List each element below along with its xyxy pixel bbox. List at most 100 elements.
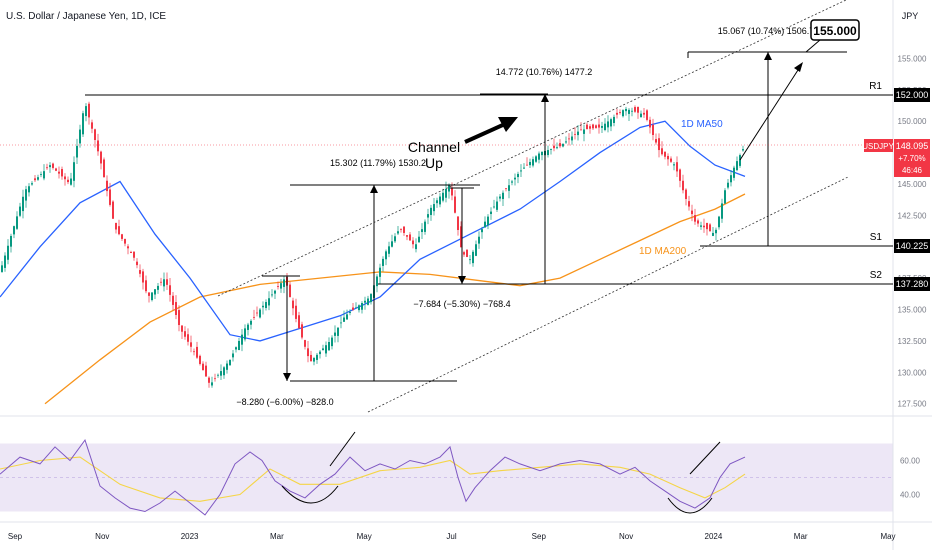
candle-body xyxy=(151,292,153,301)
drop-label-2: −7.684 (−5.30%) −768.4 xyxy=(413,299,510,309)
rsi-arrow-2 xyxy=(689,441,721,475)
range-label-1: 15.302 (11.79%) 1530.2 xyxy=(330,158,426,168)
candle-body xyxy=(241,334,243,345)
candle-body xyxy=(709,224,711,232)
candle-body xyxy=(742,149,744,151)
candle-body xyxy=(301,324,303,338)
x-tick-label: May xyxy=(880,532,895,541)
candle-body xyxy=(238,340,240,350)
candle-body xyxy=(106,180,108,192)
candle-body xyxy=(730,175,732,183)
candle-body xyxy=(403,226,405,233)
candle-body xyxy=(388,246,390,254)
candle-body xyxy=(637,107,639,113)
range-arrow-up-2 xyxy=(541,94,549,102)
candle-body xyxy=(610,119,612,127)
y-tick-label: 132.500 xyxy=(898,337,927,346)
candle-body xyxy=(625,108,627,112)
candle-body xyxy=(643,112,645,115)
candle-body xyxy=(619,112,621,113)
candle-body xyxy=(481,229,483,233)
candle-body xyxy=(685,189,687,200)
candle-body xyxy=(592,124,594,129)
candle-body xyxy=(208,377,210,383)
candle-body xyxy=(13,226,15,235)
candle-body xyxy=(274,290,276,294)
candle-body xyxy=(61,169,63,177)
candle-body xyxy=(364,300,366,303)
candle-body xyxy=(679,169,681,181)
range-label-3: 15.067 (10.74%) 1506.7 xyxy=(718,26,815,36)
candle-body xyxy=(307,348,309,357)
candle-body xyxy=(469,259,471,261)
candle-body xyxy=(739,155,741,166)
drop-arrow-down-1 xyxy=(283,373,291,381)
candle-body xyxy=(169,285,171,295)
candle-body xyxy=(361,303,363,310)
candle-body xyxy=(622,110,624,117)
candle-body xyxy=(100,151,102,164)
candle-body xyxy=(457,216,459,231)
candle-body xyxy=(712,232,714,236)
candle-body xyxy=(124,239,126,244)
candle-body xyxy=(526,164,528,166)
candle-body xyxy=(211,382,213,386)
candle-body xyxy=(646,110,648,120)
candle-body xyxy=(91,122,93,129)
candle-body xyxy=(733,167,735,178)
candle-body xyxy=(676,162,678,172)
candle-body xyxy=(649,119,651,128)
candle-body xyxy=(478,236,480,244)
candle-body xyxy=(430,207,432,215)
candle-body xyxy=(46,167,48,169)
r1-price-tag: 152.000 xyxy=(894,88,930,102)
candle-body xyxy=(88,103,90,118)
candle-body xyxy=(535,156,537,162)
candle-body xyxy=(166,279,168,285)
candle-body xyxy=(673,164,675,166)
candle-body xyxy=(340,322,342,324)
candle-body xyxy=(613,116,615,123)
candle-body xyxy=(583,129,585,134)
candle-body xyxy=(154,289,156,295)
candle-body xyxy=(397,231,399,234)
candle-body xyxy=(553,145,555,149)
candle-body xyxy=(79,129,81,144)
candle-body xyxy=(64,176,66,180)
candle-body xyxy=(175,302,177,315)
candle-body xyxy=(721,203,723,219)
candle-body xyxy=(205,365,207,377)
candle-body xyxy=(94,129,96,141)
candle-body xyxy=(370,294,372,303)
candle-body xyxy=(139,270,141,274)
candle-body xyxy=(295,305,297,319)
channel-upper-line xyxy=(217,0,847,297)
drop-marker-1 xyxy=(262,275,300,381)
drop-marker-2 xyxy=(450,187,474,284)
candle-body xyxy=(550,149,552,150)
candle-body xyxy=(223,367,225,376)
candle-body xyxy=(259,309,261,318)
candle-body xyxy=(145,280,147,292)
candle-body xyxy=(304,340,306,347)
candle-body xyxy=(484,221,486,228)
candle-body xyxy=(181,325,183,332)
candle-body xyxy=(616,112,618,115)
candle-body xyxy=(700,225,702,227)
candle-body xyxy=(703,225,705,228)
candle-body xyxy=(724,190,726,204)
x-tick-label: Nov xyxy=(95,532,109,541)
candle-body xyxy=(385,251,387,260)
candle-body xyxy=(352,307,354,310)
candle-body xyxy=(7,245,9,260)
candle-body xyxy=(133,251,135,258)
candle-body xyxy=(256,312,258,314)
candle-body xyxy=(229,359,231,366)
candle-body xyxy=(499,196,501,199)
candle-body xyxy=(298,315,300,329)
candle-body xyxy=(454,196,456,213)
candle-body xyxy=(232,353,234,358)
last-price-tag: 148.095 +7.70% 46:46 xyxy=(894,139,930,177)
candle-body xyxy=(34,178,36,181)
candle-body xyxy=(337,327,339,336)
